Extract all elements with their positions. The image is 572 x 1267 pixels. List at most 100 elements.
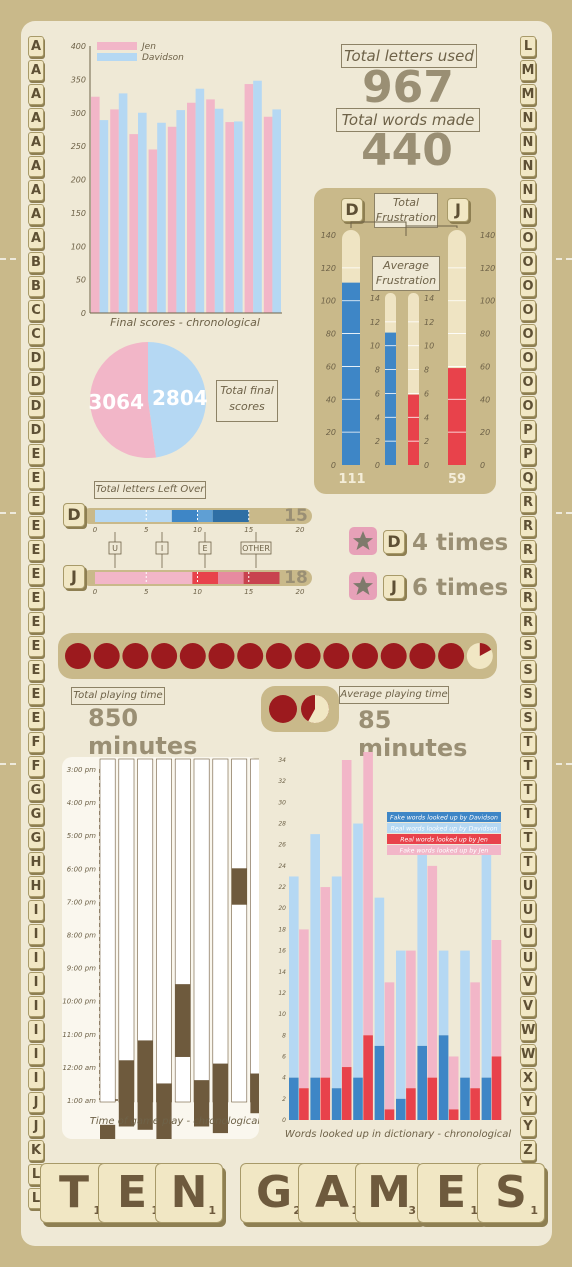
letter-tile: E	[28, 636, 44, 657]
player-d-tile: D	[341, 198, 363, 222]
title-letter-value: 2	[293, 1182, 301, 1240]
letter-tile: S	[520, 708, 536, 729]
hour-circle	[269, 695, 297, 723]
bar-fake-davidson	[289, 1077, 299, 1120]
average-playing-time-circles	[269, 695, 329, 723]
bar-real-jen	[341, 1067, 352, 1120]
hour-circle	[352, 643, 378, 669]
letter-tile: R	[520, 540, 536, 561]
y-tick-label: 140	[480, 231, 495, 240]
final-scores-chart: 0 50 100 150 200 250 300 350 400 Jen Davidson Fi…	[71, 42, 282, 329]
letter-tile: G	[28, 804, 44, 825]
divider	[556, 258, 572, 262]
bar-davidson	[118, 93, 128, 313]
player-j-tile: J	[63, 565, 85, 589]
letter-tile: N	[520, 108, 536, 129]
bar-fake-jen	[341, 760, 352, 1068]
pie-title: Total final scores	[216, 380, 278, 422]
title-letter: A	[314, 1167, 350, 1218]
game-column	[118, 758, 135, 1103]
y-tick-label: 6	[424, 389, 429, 398]
y-tick-label: 60	[480, 362, 490, 371]
letter-tile: U	[520, 900, 536, 921]
letter-tile: O	[520, 300, 536, 321]
y-tick-label: 120	[321, 264, 336, 273]
letter-tile: G	[28, 780, 44, 801]
x-tick-label: 10	[193, 588, 202, 596]
player-d-letter: D	[345, 200, 359, 219]
bar-davidson	[214, 108, 224, 314]
letter-tile: B	[28, 252, 44, 273]
letter-tile: N	[520, 204, 536, 225]
y-tick-label: 50	[76, 276, 86, 285]
category-label: OTHER	[242, 544, 270, 553]
hour-circle	[265, 643, 292, 669]
bar-fake-jen	[299, 929, 309, 1089]
legend-swatch	[387, 823, 501, 833]
total-final-scores-pie: 2804 3064	[88, 342, 208, 458]
letter-tile: Z	[520, 1140, 536, 1161]
category-box	[108, 541, 122, 555]
y-tick-label: 4	[282, 1075, 286, 1082]
bar-davidson	[138, 112, 147, 313]
letter-tile: D	[28, 420, 44, 441]
x-tick-label: 15	[244, 588, 253, 596]
y-tick-label: 20	[480, 428, 490, 437]
bar-fake-jen	[320, 887, 331, 1078]
hour-circle	[237, 643, 264, 669]
letter-tile: B	[28, 276, 44, 297]
bar-real-davidson	[374, 897, 385, 1046]
hour-circle	[409, 643, 436, 669]
bar-real-davidson	[438, 950, 449, 1036]
letter-tile: E	[28, 708, 44, 729]
y-tick-label: 100	[321, 297, 336, 306]
y-tick-label: 300	[71, 109, 86, 118]
bar-jen	[187, 102, 196, 313]
frustration-value: 59	[448, 472, 466, 487]
letter-tile: F	[28, 732, 44, 753]
letter-tile: A	[28, 156, 44, 177]
title-letter: S	[495, 1167, 527, 1218]
segment-i	[192, 572, 218, 584]
divider	[0, 258, 16, 262]
left-over-total: 15	[284, 506, 308, 526]
y-tick-label: 0	[480, 461, 485, 470]
bar-davidson	[176, 110, 185, 313]
bar-davidson	[234, 121, 243, 314]
player-j-tile: J	[447, 198, 469, 222]
letter-tile: N	[520, 156, 536, 177]
y-tick-label: 120	[480, 264, 495, 273]
category-box	[155, 541, 169, 555]
letter-tile: A	[28, 228, 44, 249]
letters-used-label: Total letters used	[341, 44, 477, 68]
y-tick-label: 34	[278, 757, 286, 764]
bar-davidson	[272, 109, 281, 313]
game-column	[250, 758, 259, 1103]
bar-real-jen	[299, 1088, 309, 1120]
game-column	[212, 758, 229, 1103]
y-tick-label: 20	[326, 428, 336, 437]
y-tick-label: 30	[278, 799, 286, 806]
partial-hour-wedge	[479, 643, 492, 656]
legend-label: Fake words looked up by Davidson	[390, 815, 498, 822]
play-period	[156, 1083, 172, 1139]
title-letter-value: 1	[530, 1204, 538, 1217]
category-box	[198, 541, 212, 555]
x-tick-label: 5	[144, 526, 149, 534]
letter-tile: O	[520, 252, 536, 273]
title-letter: E	[116, 1167, 148, 1218]
bar-fake-davidson	[481, 1077, 492, 1120]
divider	[0, 763, 16, 767]
bar-real-davidson	[460, 950, 470, 1078]
y-tick-label: 8	[375, 366, 380, 375]
segment-e	[197, 510, 213, 522]
bar-fake-davidson	[353, 1077, 363, 1120]
y-tick-label: 11:00 pm	[62, 1031, 96, 1039]
y-tick-label: 5:00 pm	[67, 832, 96, 840]
game-column	[193, 758, 210, 1103]
letter-tile: E	[28, 612, 44, 633]
